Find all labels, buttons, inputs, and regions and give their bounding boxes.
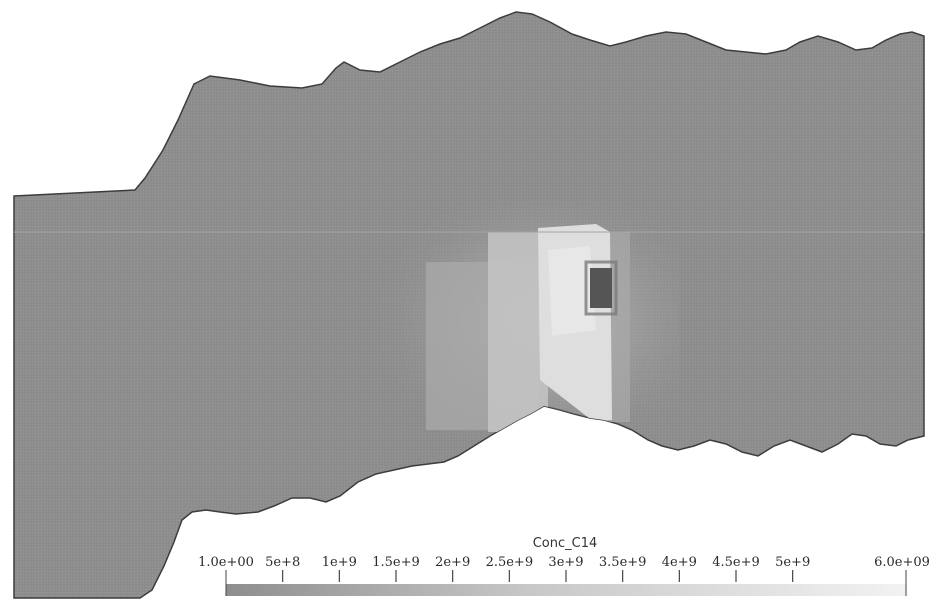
- colorbar-tick-label: 2e+9: [435, 555, 470, 570]
- colorbar-title: Conc_C14: [533, 536, 598, 551]
- colorbar-tick-label: 2.5e+9: [486, 555, 534, 570]
- plume-core-highlight: [548, 246, 596, 336]
- colorbar-tick-label: 3e+9: [548, 555, 583, 570]
- colorbar-tick-label: 3.5e+9: [599, 555, 647, 570]
- colorbar-tick-label: 4.5e+9: [712, 555, 760, 570]
- colorbar-tick-label: 5e+8: [265, 555, 300, 570]
- colorbar-gradient: [226, 584, 906, 596]
- source-cavity-rim: [584, 260, 618, 316]
- colorbar-ticks: 5e+8 1e+9 1.5e+9 2e+9 2.5e+9 3e+9 3.5e+9 4e+9 4.…: [265, 555, 810, 582]
- plume-mid-zone: [488, 232, 548, 432]
- colorbar-tick-label: 5e+9: [775, 555, 810, 570]
- colorbar-min-label: 1.0e+00: [198, 555, 254, 570]
- colorbar-tick-label: 1e+9: [322, 555, 357, 570]
- colorbar-max-label: 6.0e+09: [874, 555, 930, 570]
- colorbar-tick-label: 4e+9: [662, 555, 697, 570]
- source-cavity: [590, 268, 612, 308]
- colorbar-tick-label: 1.5e+9: [372, 555, 420, 570]
- concentration-plume: [14, 200, 924, 440]
- colorbar: Conc_C14 1.0e+00 6.0e+09 5e+8 1e+9 1.5e+9 2…: [198, 536, 930, 596]
